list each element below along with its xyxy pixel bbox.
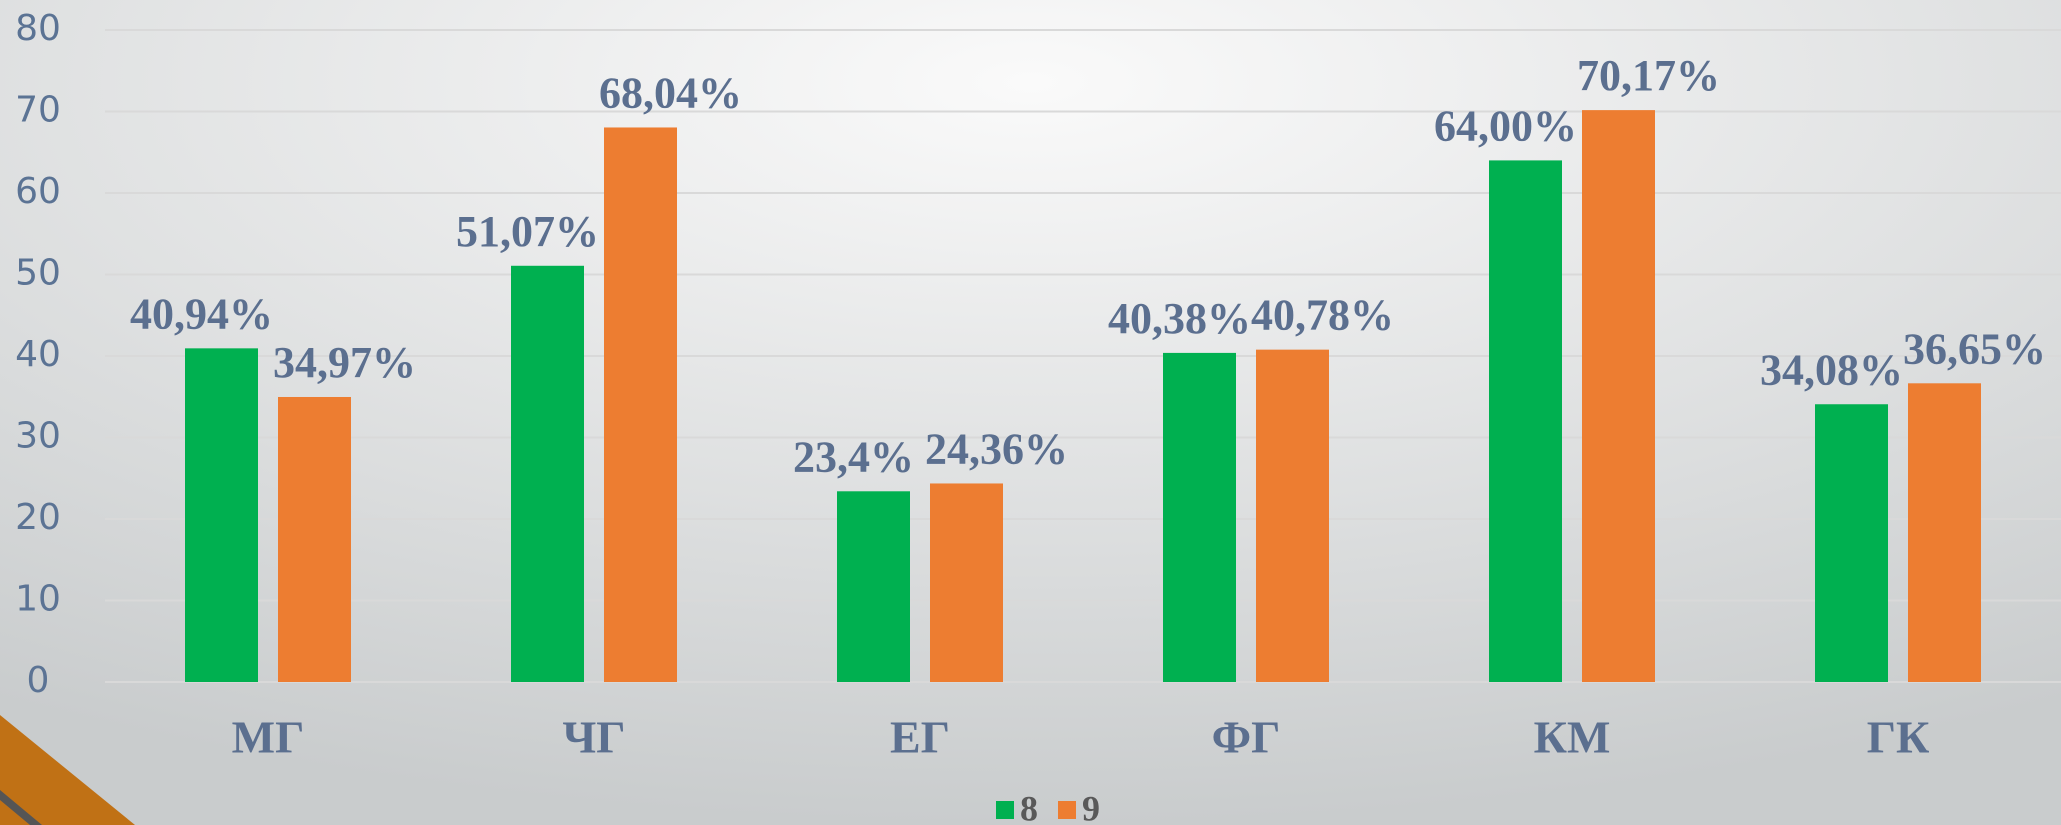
data-label: 68,04% (599, 69, 742, 118)
x-tick-label: КМ (1534, 712, 1611, 763)
x-tick-label: ЧГ (562, 712, 625, 763)
y-tick-label: 40 (15, 334, 61, 375)
data-label: 40,78% (1251, 291, 1394, 340)
data-label: 23,4% (793, 432, 914, 481)
bar (1489, 160, 1562, 682)
bar (1815, 404, 1888, 682)
data-label: 24,36% (925, 425, 1068, 474)
x-tick-label: ГК (1867, 712, 1930, 763)
y-tick-label: 80 (15, 8, 61, 49)
decoration (0, 715, 135, 825)
x-tick-label: ФГ (1212, 712, 1281, 763)
bar (1163, 352, 1236, 682)
bar (1908, 383, 1981, 682)
decoration (0, 790, 42, 825)
bar (837, 491, 910, 682)
legend-label: 8 (1020, 788, 1038, 825)
y-tick-label: 60 (15, 171, 61, 212)
x-tick-label: ЕГ (890, 712, 950, 763)
bar (1256, 349, 1329, 682)
legend-swatch (996, 801, 1014, 819)
data-label: 51,07% (456, 207, 599, 256)
data-label: 34,08% (1760, 345, 1903, 394)
bar (278, 396, 351, 682)
legend-label: 9 (1082, 788, 1100, 825)
y-tick-label: 20 (15, 497, 61, 538)
data-label: 70,17% (1577, 51, 1720, 100)
y-tick-label: 70 (15, 90, 61, 131)
y-tick-label: 50 (15, 253, 61, 294)
y-tick-label: 10 (15, 579, 61, 620)
bar (185, 348, 258, 682)
y-tick-label: 30 (15, 416, 61, 457)
data-label: 40,94% (130, 289, 273, 338)
bar (604, 127, 677, 682)
data-label: 34,97% (273, 338, 416, 387)
bar (511, 265, 584, 682)
y-tick-label: 0 (27, 660, 50, 701)
bar (930, 483, 1003, 682)
data-label: 40,38% (1108, 294, 1251, 343)
data-label: 36,65% (1903, 324, 2046, 373)
legend-swatch (1058, 801, 1076, 819)
data-label: 64,00% (1434, 101, 1577, 150)
x-tick-label: МГ (232, 712, 305, 763)
bar (1582, 110, 1655, 682)
